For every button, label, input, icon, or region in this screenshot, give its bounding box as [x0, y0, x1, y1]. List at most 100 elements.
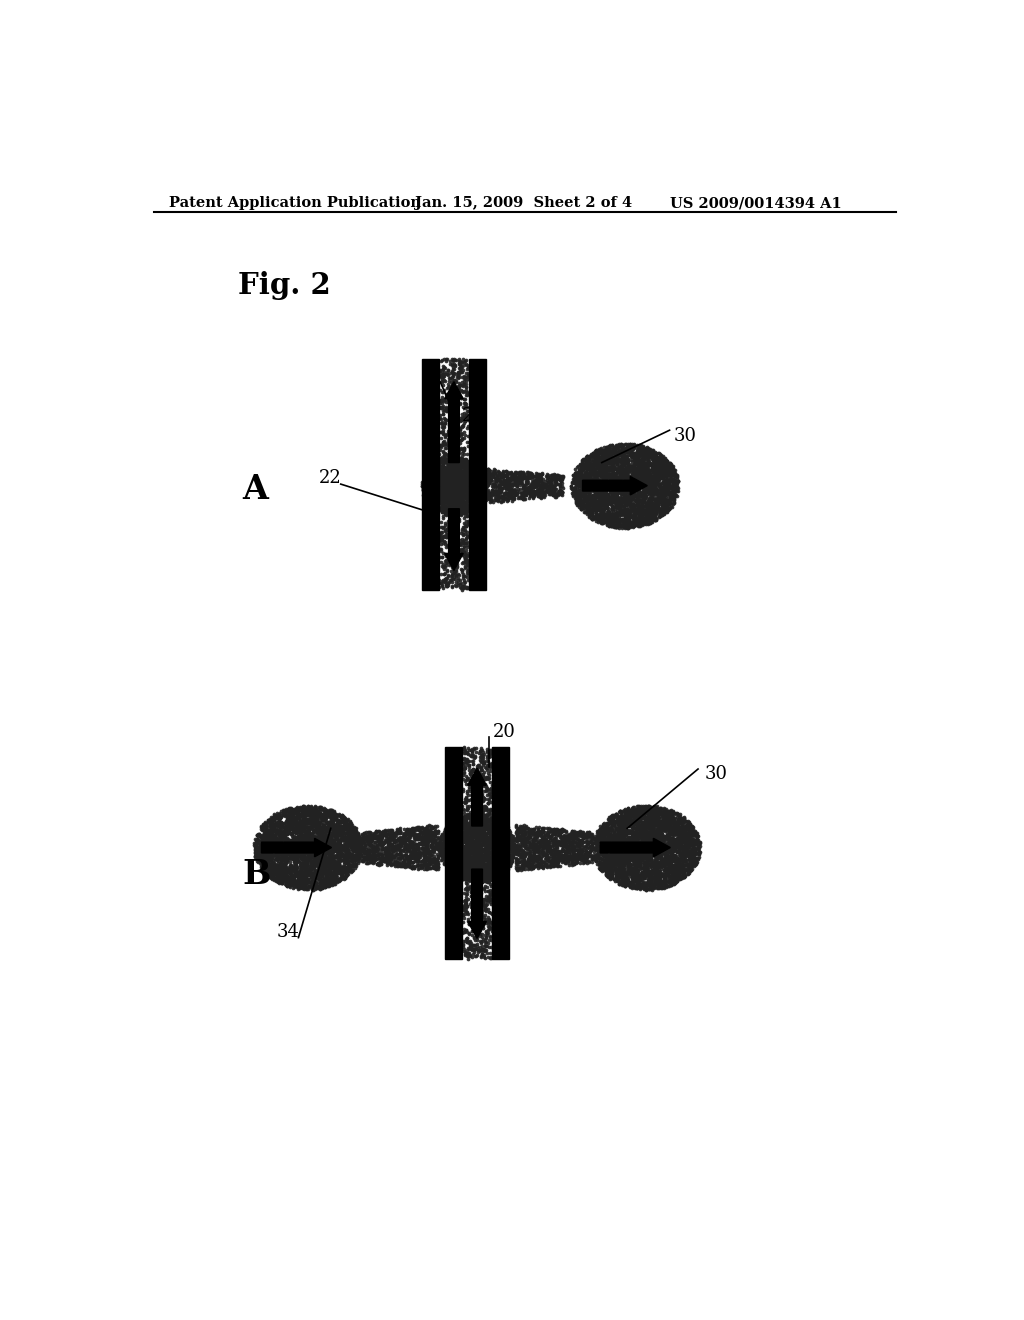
Point	[479, 849, 496, 870]
Point	[656, 801, 673, 822]
Point	[324, 847, 340, 869]
Point	[522, 837, 539, 858]
Point	[343, 833, 359, 854]
Point	[557, 843, 573, 865]
Point	[595, 830, 611, 851]
Point	[314, 830, 331, 851]
Point	[593, 455, 609, 477]
Point	[626, 869, 642, 890]
Point	[645, 842, 662, 863]
Point	[361, 832, 378, 853]
Point	[590, 494, 606, 515]
Point	[283, 816, 299, 837]
Point	[623, 837, 639, 858]
Point	[295, 800, 311, 821]
Point	[515, 843, 531, 865]
Point	[472, 859, 488, 880]
Point	[417, 477, 433, 498]
Point	[316, 804, 333, 825]
Point	[289, 859, 305, 880]
Point	[667, 817, 683, 838]
Point	[439, 450, 456, 471]
Point	[457, 836, 473, 857]
Point	[499, 473, 515, 494]
Point	[623, 440, 639, 461]
Point	[478, 469, 495, 490]
Point	[544, 825, 560, 846]
Point	[270, 861, 287, 882]
Point	[521, 841, 538, 862]
Point	[658, 834, 675, 855]
Point	[495, 487, 511, 508]
Point	[248, 842, 264, 863]
Point	[519, 478, 536, 499]
Point	[607, 488, 624, 510]
Point	[633, 495, 649, 516]
Point	[426, 851, 442, 873]
Point	[627, 826, 643, 847]
Point	[262, 826, 279, 847]
Point	[454, 847, 470, 869]
Point	[608, 459, 625, 480]
Point	[616, 841, 633, 862]
Point	[438, 458, 455, 479]
Point	[402, 836, 419, 857]
Point	[308, 878, 325, 899]
Point	[561, 832, 578, 853]
Point	[427, 463, 443, 484]
Point	[258, 842, 274, 863]
Point	[581, 851, 597, 873]
Point	[417, 473, 433, 494]
Point	[611, 495, 628, 516]
Point	[461, 820, 477, 841]
Point	[476, 838, 493, 859]
Point	[498, 478, 514, 499]
Point	[461, 384, 477, 405]
Point	[265, 859, 282, 880]
Point	[486, 829, 503, 850]
Point	[318, 857, 335, 878]
Point	[665, 455, 681, 477]
Point	[653, 832, 670, 853]
Point	[434, 502, 451, 523]
Point	[518, 818, 535, 840]
Point	[483, 816, 500, 837]
Point	[502, 470, 518, 491]
Point	[550, 820, 566, 841]
Point	[493, 833, 509, 854]
Point	[596, 841, 612, 862]
Point	[457, 920, 473, 941]
Point	[647, 808, 664, 829]
Point	[587, 494, 603, 515]
Point	[438, 449, 455, 470]
Point	[465, 858, 481, 879]
Point	[598, 445, 614, 466]
Point	[536, 480, 552, 502]
Point	[481, 832, 498, 853]
Point	[603, 446, 620, 467]
Point	[321, 833, 337, 854]
Point	[604, 462, 621, 483]
Point	[510, 469, 526, 490]
Point	[599, 818, 615, 840]
Point	[633, 495, 649, 516]
Point	[591, 486, 607, 507]
Point	[292, 874, 308, 895]
Point	[633, 463, 649, 484]
Point	[246, 832, 262, 853]
Point	[437, 425, 454, 446]
Point	[571, 491, 588, 512]
Point	[483, 903, 500, 924]
Point	[444, 461, 461, 482]
Point	[291, 820, 307, 841]
Point	[307, 836, 324, 857]
Point	[635, 846, 651, 867]
Point	[488, 843, 505, 865]
Point	[455, 846, 471, 867]
Point	[684, 858, 700, 879]
Point	[631, 455, 647, 477]
Point	[345, 826, 361, 847]
Point	[325, 825, 341, 846]
Point	[482, 829, 499, 850]
Point	[663, 453, 679, 474]
